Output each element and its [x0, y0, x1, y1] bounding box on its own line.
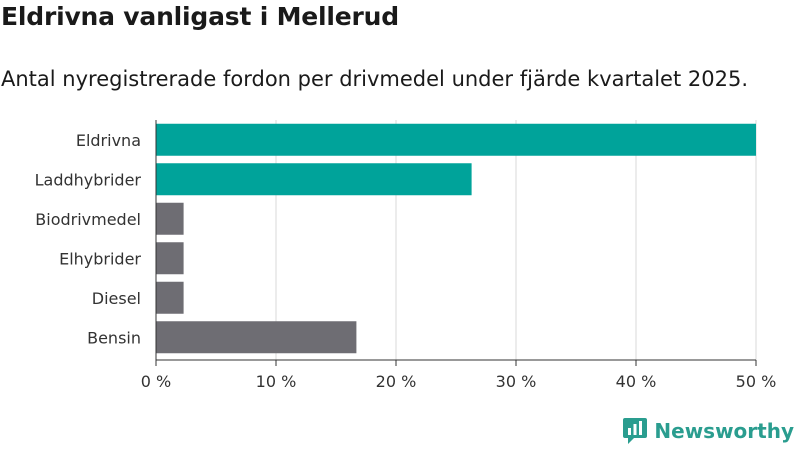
category-label: Laddhybrider — [35, 170, 142, 189]
x-tick-label: 10 % — [256, 372, 297, 391]
x-tick-label: 0 % — [141, 372, 171, 391]
category-label: Elhybrider — [59, 249, 141, 268]
newsworthy-logo-icon — [623, 418, 648, 444]
category-label: Eldrivna — [76, 131, 141, 150]
category-label: Bensin — [87, 328, 141, 347]
bar — [156, 202, 184, 235]
bar — [156, 321, 357, 354]
category-label: Biodrivmedel — [35, 210, 141, 229]
x-tick-label: 30 % — [496, 372, 537, 391]
x-tick-label: 50 % — [736, 372, 777, 391]
brand-name: Newsworthy — [654, 419, 794, 443]
chart-subtitle: Antal nyregistrerade fordon per drivmede… — [1, 67, 749, 91]
x-tick-label: 40 % — [616, 372, 657, 391]
bar — [156, 281, 184, 314]
x-tick-label: 20 % — [376, 372, 417, 391]
category-label: Diesel — [92, 289, 141, 308]
chart-title: Eldrivna vanligast i Mellerud — [1, 2, 399, 31]
bar — [156, 163, 472, 196]
bar — [156, 123, 756, 156]
brand-logo: Newsworthy — [622, 416, 794, 446]
bar — [156, 242, 184, 275]
